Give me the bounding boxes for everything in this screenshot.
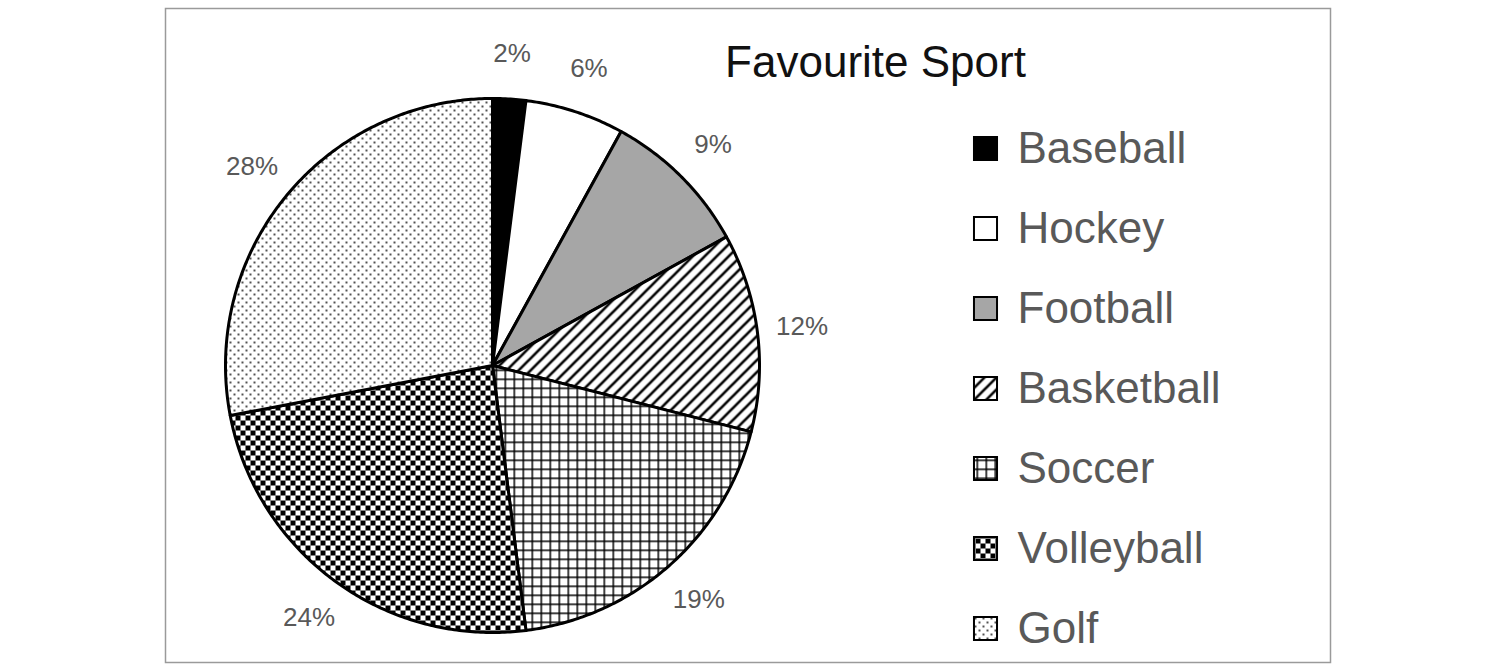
svg-text:24%: 24% [283, 602, 335, 632]
svg-text:12%: 12% [776, 311, 828, 341]
svg-text:9%: 9% [694, 129, 732, 159]
svg-text:Volleyball: Volleyball [1018, 523, 1204, 572]
svg-text:Football: Football [1018, 283, 1175, 332]
svg-text:28%: 28% [226, 151, 278, 181]
svg-text:Basketball: Basketball [1018, 363, 1221, 412]
svg-text:19%: 19% [673, 584, 725, 614]
svg-text:Hockey: Hockey [1018, 203, 1165, 252]
svg-text:Favourite Sport: Favourite Sport [725, 37, 1026, 86]
svg-text:Golf: Golf [1018, 603, 1099, 652]
svg-text:6%: 6% [570, 53, 608, 83]
svg-text:Baseball: Baseball [1018, 123, 1187, 172]
svg-text:2%: 2% [493, 38, 531, 68]
svg-text:Soccer: Soccer [1018, 443, 1155, 492]
